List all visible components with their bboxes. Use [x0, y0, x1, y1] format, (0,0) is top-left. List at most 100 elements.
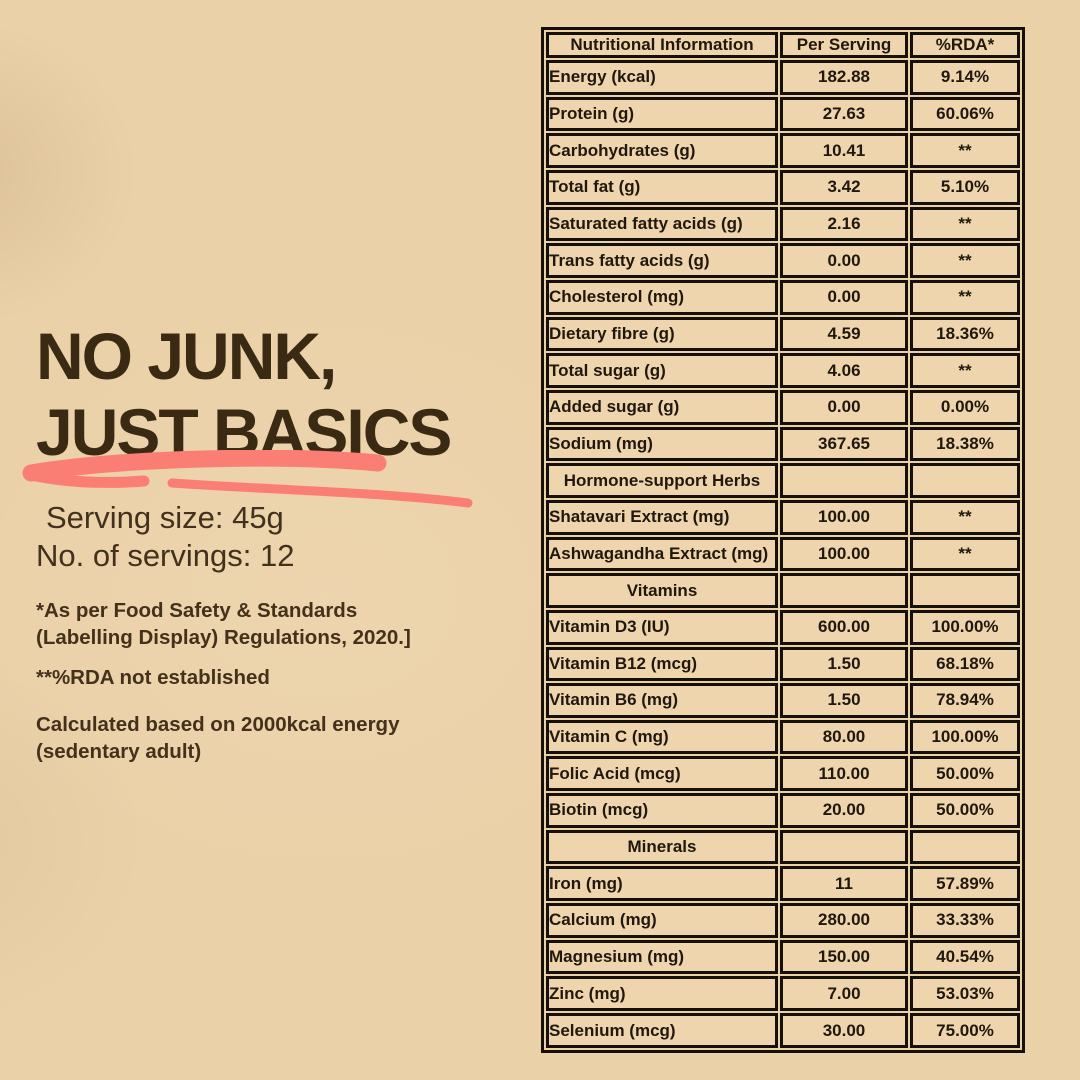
footnote-energy-basis-line1: Calculated based on 2000kcal energy [36, 713, 400, 736]
rda-value-cell: ** [910, 133, 1020, 168]
pink-marker-swoosh-icon [22, 450, 473, 508]
table-row: Zinc (mg) 7.00 53.03% [546, 976, 1020, 1012]
table-row: Biotin (mcg) 20.00 50.00% [546, 793, 1020, 828]
rda-value-cell: 53.03% [910, 976, 1020, 1012]
nutrient-label-cell: Cholesterol (mg) [546, 279, 778, 315]
rda-value-cell: 50.00% [910, 756, 1020, 792]
per-serving-value-cell: 2.16 [780, 206, 908, 242]
nutrient-label-cell: Magnesium (mg) [546, 939, 778, 975]
nutrient-label-cell: Total sugar (g) [546, 353, 778, 388]
per-serving-value-cell: 27.63 [780, 96, 908, 132]
per-serving-value-cell: 4.06 [780, 353, 908, 388]
rda-value-cell: ** [910, 279, 1020, 315]
left-panel: NO JUNK, JUST BASICS Serving size: 45g N… [22, 318, 473, 765]
nutrient-label-cell: Ashwagandha Extract (mg) [546, 536, 778, 572]
nutrient-label-cell: Selenium (mcg) [546, 1013, 778, 1048]
per-serving-value-cell: 110.00 [780, 756, 908, 792]
nutrient-label-cell: Biotin (mcg) [546, 793, 778, 828]
per-serving-value-cell: 600.00 [780, 609, 908, 645]
table-row: Iron (mg) 11 57.89% [546, 866, 1020, 902]
nutrient-label-cell: Trans fatty acids (g) [546, 243, 778, 278]
rda-value-cell: 57.89% [910, 866, 1020, 902]
per-serving-value-cell [780, 573, 908, 608]
table-row: Dietary fibre (g) 4.59 18.36% [546, 316, 1020, 352]
per-serving-value-cell: 7.00 [780, 976, 908, 1012]
table-row: Carbohydrates (g) 10.41 ** [546, 133, 1020, 168]
serving-info: Serving size: 45g No. of servings: 12 [36, 499, 294, 575]
section-row: Hormone-support Herbs [546, 463, 1020, 498]
page-title-line1: NO JUNK, [36, 319, 337, 393]
rda-value-cell: 68.18% [910, 646, 1020, 682]
page-title: NO JUNK, JUST BASICS [36, 318, 452, 470]
table-row: Cholesterol (mg) 0.00 ** [546, 279, 1020, 315]
rda-value-cell: 5.10% [910, 169, 1020, 205]
per-serving-value-cell: 11 [780, 866, 908, 902]
section-row: Vitamins [546, 573, 1020, 608]
per-serving-value-cell: 280.00 [780, 903, 908, 938]
table-row: Calcium (mg) 280.00 33.33% [546, 903, 1020, 938]
rda-value-cell: 78.94% [910, 683, 1020, 718]
per-serving-value-cell: 150.00 [780, 939, 908, 975]
rda-value-cell [910, 573, 1020, 608]
rda-value-cell: 40.54% [910, 939, 1020, 975]
rda-value-cell: ** [910, 353, 1020, 388]
per-serving-value-cell: 10.41 [780, 133, 908, 168]
nutrient-label-cell: Vitamin D3 (IU) [546, 609, 778, 645]
table-row: Added sugar (g) 0.00 0.00% [546, 389, 1020, 425]
footnote-rda: **%RDA not established [36, 664, 270, 691]
column-header-rda: %RDA* [910, 32, 1020, 58]
footnote-energy-basis: Calculated based on 2000kcal energy (sed… [36, 711, 399, 765]
section-row: Minerals [546, 829, 1020, 865]
nutrient-label-cell: Carbohydrates (g) [546, 133, 778, 168]
per-serving-value-cell [780, 463, 908, 498]
rda-value-cell [910, 463, 1020, 498]
rda-value-cell: 100.00% [910, 609, 1020, 645]
table-row: Ashwagandha Extract (mg) 100.00 ** [546, 536, 1020, 572]
table-row: Protein (g) 27.63 60.06% [546, 96, 1020, 132]
nutrient-label-cell: Vitamin B6 (mg) [546, 683, 778, 718]
servings-count: No. of servings: 12 [36, 538, 295, 573]
nutrition-table-body: Energy (kcal) 182.88 9.14% Protein (g) 27.63… [546, 60, 1020, 1048]
per-serving-value-cell: 182.88 [780, 60, 908, 95]
column-header-per-serving: Per Serving [780, 32, 908, 58]
rda-value-cell: 33.33% [910, 903, 1020, 938]
table-row: Vitamin C (mg) 80.00 100.00% [546, 719, 1020, 755]
per-serving-value-cell: 100.00 [780, 499, 908, 535]
per-serving-value-cell: 1.50 [780, 683, 908, 718]
footnote-energy-basis-line2: (sedentary adult) [36, 740, 202, 763]
table-row: Saturated fatty acids (g) 2.16 ** [546, 206, 1020, 242]
table-row: Vitamin B12 (mcg) 1.50 68.18% [546, 646, 1020, 682]
serving-size: Serving size: 45g [46, 500, 284, 535]
table-row: Vitamin D3 (IU) 600.00 100.00% [546, 609, 1020, 645]
per-serving-value-cell: 0.00 [780, 243, 908, 278]
rda-value-cell: 18.36% [910, 316, 1020, 352]
nutrient-label-cell: Energy (kcal) [546, 60, 778, 95]
nutrient-label-cell: Vitamin B12 (mcg) [546, 646, 778, 682]
footnote-regulations-line2: (Labelling Display) Regulations, 2020.] [36, 626, 411, 649]
per-serving-value-cell: 80.00 [780, 719, 908, 755]
rda-value-cell: 75.00% [910, 1013, 1020, 1048]
table-row: Magnesium (mg) 150.00 40.54% [546, 939, 1020, 975]
section-label-cell: Vitamins [546, 573, 778, 608]
rda-value-cell: 50.00% [910, 793, 1020, 828]
nutrient-label-cell: Calcium (mg) [546, 903, 778, 938]
per-serving-value-cell: 30.00 [780, 1013, 908, 1048]
rda-value-cell: ** [910, 206, 1020, 242]
rda-value-cell [910, 829, 1020, 865]
per-serving-value-cell: 4.59 [780, 316, 908, 352]
rda-value-cell: ** [910, 243, 1020, 278]
footnote-regulations: *As per Food Safety & Standards (Labelli… [36, 597, 411, 651]
nutrient-label-cell: Iron (mg) [546, 866, 778, 902]
table-row: Total fat (g) 3.42 5.10% [546, 169, 1020, 205]
nutrient-label-cell: Saturated fatty acids (g) [546, 206, 778, 242]
nutrient-label-cell: Shatavari Extract (mg) [546, 499, 778, 535]
nutrient-label-cell: Added sugar (g) [546, 389, 778, 425]
rda-value-cell: ** [910, 536, 1020, 572]
rda-value-cell: ** [910, 499, 1020, 535]
per-serving-value-cell: 100.00 [780, 536, 908, 572]
table-row: Energy (kcal) 182.88 9.14% [546, 60, 1020, 95]
per-serving-value-cell [780, 829, 908, 865]
rda-value-cell: 0.00% [910, 389, 1020, 425]
nutrient-label-cell: Total fat (g) [546, 169, 778, 205]
